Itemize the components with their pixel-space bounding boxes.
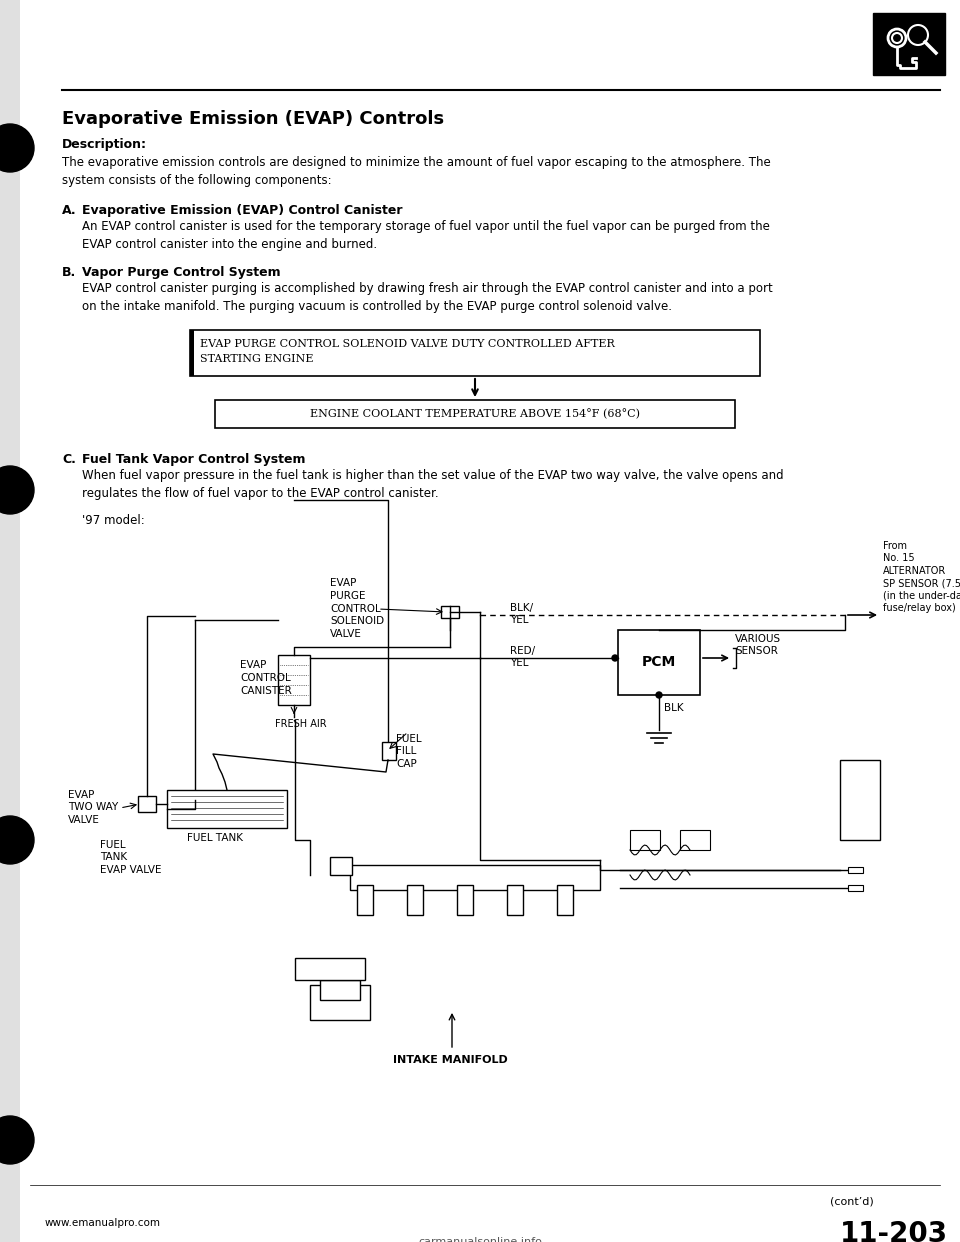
Text: B.: B. xyxy=(62,266,76,279)
Text: FUEL
TANK
EVAP VALVE: FUEL TANK EVAP VALVE xyxy=(100,840,161,874)
Text: INTAKE MANIFOLD: INTAKE MANIFOLD xyxy=(393,1054,508,1064)
Text: Description:: Description: xyxy=(62,138,147,152)
Text: EVAP
PURGE
CONTROL
SOLENOID
VALVE: EVAP PURGE CONTROL SOLENOID VALVE xyxy=(330,578,384,640)
Text: Fuel Tank Vapor Control System: Fuel Tank Vapor Control System xyxy=(82,453,305,466)
Text: A.: A. xyxy=(62,204,77,217)
Text: 11-203: 11-203 xyxy=(840,1220,948,1242)
Bar xyxy=(190,330,760,376)
Text: www.emanualpro.com: www.emanualpro.com xyxy=(45,1218,161,1228)
Text: FRESH AIR: FRESH AIR xyxy=(275,719,326,729)
Text: C.: C. xyxy=(62,453,76,466)
Text: YEL: YEL xyxy=(510,615,529,625)
Text: FUEL TANK: FUEL TANK xyxy=(187,833,243,843)
Bar xyxy=(310,985,370,1020)
Text: When fuel vapor pressure in the fuel tank is higher than the set value of the EV: When fuel vapor pressure in the fuel tan… xyxy=(82,469,783,501)
Text: EVAP control canister purging is accomplished by drawing fresh air through the E: EVAP control canister purging is accompl… xyxy=(82,282,773,313)
Bar xyxy=(840,760,880,840)
Circle shape xyxy=(0,124,34,171)
Text: (cont’d): (cont’d) xyxy=(830,1197,874,1207)
Text: BLK: BLK xyxy=(664,703,684,713)
Circle shape xyxy=(612,655,618,661)
Bar xyxy=(441,606,459,619)
Bar xyxy=(873,12,945,75)
Bar xyxy=(848,867,863,873)
Bar xyxy=(848,886,863,891)
Circle shape xyxy=(656,692,662,698)
Bar xyxy=(407,886,423,915)
Text: VARIOUS
SENSOR: VARIOUS SENSOR xyxy=(735,633,781,656)
Text: EVAP PURGE CONTROL SOLENOID VALVE DUTY CONTROLLED AFTER: EVAP PURGE CONTROL SOLENOID VALVE DUTY C… xyxy=(200,339,614,349)
Bar xyxy=(680,830,710,850)
Text: From
No. 15
ALTERNATOR
SP SENSOR (7.5 A)
(in the under-dash
fuse/relay box): From No. 15 ALTERNATOR SP SENSOR (7.5 A)… xyxy=(883,542,960,614)
Bar xyxy=(138,796,156,812)
Text: YEL: YEL xyxy=(510,658,529,668)
Text: Vapor Purge Control System: Vapor Purge Control System xyxy=(82,266,280,279)
Text: The evaporative emission controls are designed to minimize the amount of fuel va: The evaporative emission controls are de… xyxy=(62,156,771,188)
Text: An EVAP control canister is used for the temporary storage of fuel vapor until t: An EVAP control canister is used for the… xyxy=(82,220,770,251)
Bar xyxy=(330,857,352,876)
Text: BLK/: BLK/ xyxy=(510,604,533,614)
Text: Evaporative Emission (EVAP) Control Canister: Evaporative Emission (EVAP) Control Cani… xyxy=(82,204,402,217)
Bar xyxy=(382,741,396,760)
Bar xyxy=(507,886,523,915)
Text: STARTING ENGINE: STARTING ENGINE xyxy=(200,354,314,364)
Text: EVAP
TWO WAY
VALVE: EVAP TWO WAY VALVE xyxy=(68,790,118,825)
Circle shape xyxy=(0,1117,34,1164)
Text: ENGINE COOLANT TEMPERATURE ABOVE 154°F (68°C): ENGINE COOLANT TEMPERATURE ABOVE 154°F (… xyxy=(310,409,640,420)
Circle shape xyxy=(0,816,34,864)
Bar xyxy=(215,400,735,428)
Text: PCM: PCM xyxy=(642,656,676,669)
Bar xyxy=(320,980,360,1000)
Bar xyxy=(357,886,373,915)
Text: FUEL
FILL
CAP: FUEL FILL CAP xyxy=(396,734,421,769)
Text: '97 model:: '97 model: xyxy=(82,514,145,527)
Bar xyxy=(190,330,194,376)
Text: Evaporative Emission (EVAP) Controls: Evaporative Emission (EVAP) Controls xyxy=(62,111,444,128)
Bar xyxy=(295,958,365,980)
Bar xyxy=(167,790,287,828)
Bar xyxy=(618,630,700,696)
Bar xyxy=(457,886,473,915)
Bar xyxy=(630,830,660,850)
Bar xyxy=(350,864,600,891)
Bar xyxy=(0,0,20,1242)
Bar xyxy=(557,886,573,915)
Bar xyxy=(278,655,310,705)
Text: carmanualsonline.info: carmanualsonline.info xyxy=(418,1237,542,1242)
Text: EVAP
CONTROL
CANISTER: EVAP CONTROL CANISTER xyxy=(240,660,292,696)
Text: RED/: RED/ xyxy=(510,646,535,656)
Circle shape xyxy=(0,466,34,514)
